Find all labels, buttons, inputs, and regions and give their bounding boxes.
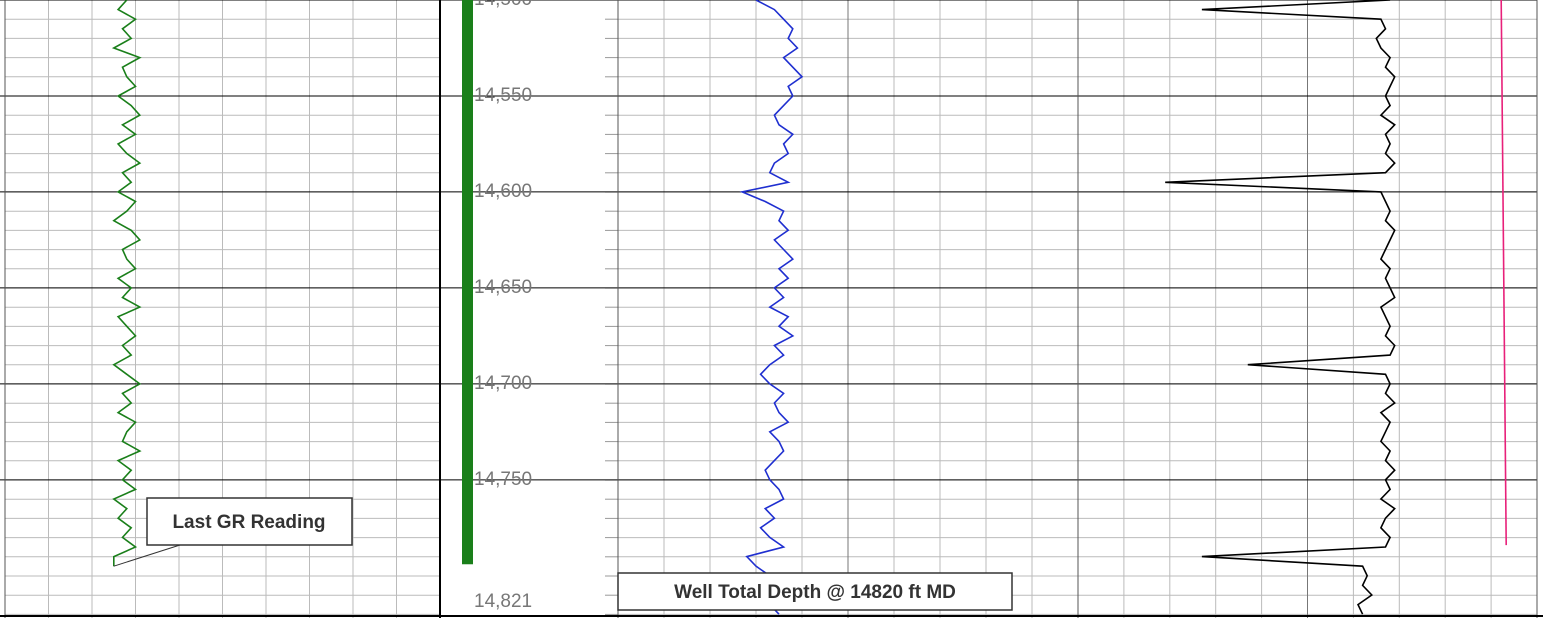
log-curve	[739, 0, 804, 615]
log-curve	[1500, 0, 1507, 546]
depth-bar	[462, 0, 473, 565]
depth-label: 14,750	[474, 469, 532, 490]
depth-label: 14,600	[474, 181, 532, 202]
annotation-box	[146, 497, 353, 546]
annotation: Last GR Reading	[172, 512, 325, 533]
depth-label: 14,500	[474, 0, 532, 10]
annotation: Well Total Depth @ 14820 ft MD	[674, 582, 956, 603]
depth-label: 14,700	[474, 373, 532, 394]
depth-label: 14,650	[474, 277, 532, 298]
depth-label: 14,821	[474, 591, 532, 612]
annotation-box	[617, 572, 1013, 611]
depth-label: 14,550	[474, 85, 532, 106]
log-curve	[1165, 0, 1396, 615]
leader-line	[113, 544, 181, 567]
log-curve	[111, 0, 142, 567]
